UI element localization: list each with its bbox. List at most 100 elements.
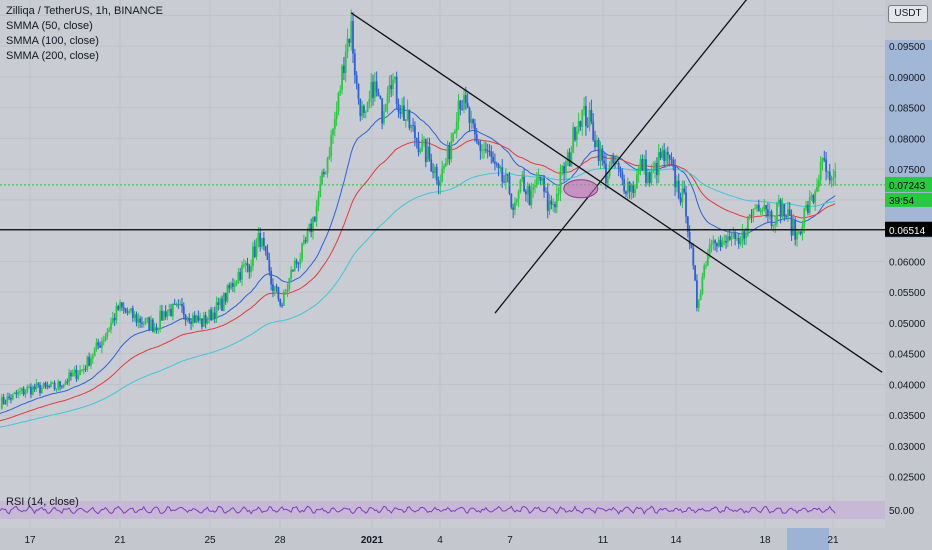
candle-body — [153, 327, 156, 332]
legend-smma-200[interactable]: SMMA (200, close) — [6, 50, 99, 62]
candle-body — [475, 134, 478, 142]
support-level-label: 0.06514 — [889, 226, 926, 237]
candle-body — [364, 111, 367, 113]
candle-body — [665, 151, 667, 161]
candle-body — [706, 255, 709, 266]
candle-body — [215, 302, 218, 319]
candle-body — [464, 95, 467, 104]
candle-body — [373, 81, 376, 98]
rsi-value-label: 50.00 — [889, 506, 914, 517]
candle-body — [446, 146, 449, 164]
candle-body — [626, 181, 629, 194]
candle-body — [716, 243, 718, 247]
legend-smma-50[interactable]: SMMA (50, close) — [6, 20, 93, 32]
trendlines[interactable] — [350, 0, 883, 373]
candle-body — [173, 303, 176, 305]
candle-body — [470, 119, 473, 124]
candle-body — [463, 95, 465, 110]
candle-body — [628, 181, 631, 192]
candle-body — [612, 156, 615, 163]
candle-body — [22, 388, 25, 395]
candle-body — [750, 214, 753, 216]
candle-body — [252, 246, 254, 267]
candle-body — [805, 204, 808, 209]
candle-body — [646, 172, 649, 183]
candle-body — [723, 241, 726, 243]
candle-body — [86, 356, 89, 370]
candle-body — [585, 106, 587, 126]
candle-body — [783, 204, 786, 217]
candle-body — [290, 270, 293, 279]
rsi-legend[interactable]: RSI (14, close) — [6, 496, 79, 508]
candle-body — [790, 215, 793, 236]
price-tick-label: 0.05500 — [889, 288, 926, 299]
candle-body — [488, 151, 491, 153]
candle-body — [606, 176, 609, 184]
candle-body — [659, 152, 662, 158]
candle-body — [712, 240, 715, 244]
candle-body — [133, 314, 136, 318]
candle-body — [279, 298, 282, 306]
candle-body — [421, 140, 424, 152]
candle-body — [186, 317, 189, 321]
candle-body — [184, 314, 187, 321]
chart-title[interactable]: Zilliqa / TetherUS, 1h, BINANCE — [6, 5, 163, 17]
candle-body — [501, 167, 504, 182]
rsi-polyline — [0, 505, 836, 515]
candle-body — [428, 146, 431, 160]
candle-body — [763, 205, 766, 210]
candle-body — [812, 195, 815, 203]
candle-body — [410, 124, 413, 129]
candle-body — [474, 123, 476, 135]
candle-body — [30, 386, 32, 395]
candle-body — [603, 160, 606, 164]
currency-unit-button[interactable]: USDT — [888, 5, 928, 23]
candle-body — [250, 266, 253, 273]
candle-body — [495, 163, 498, 165]
candle-body — [255, 241, 258, 257]
candle-body — [526, 185, 529, 195]
candle-body — [586, 125, 589, 127]
candle-body — [17, 391, 20, 395]
candle-body — [324, 173, 327, 175]
candle-body — [242, 265, 245, 267]
candle-body — [368, 98, 371, 103]
candle-body — [363, 105, 365, 113]
candle-body — [124, 308, 127, 312]
chart-legend: Zilliqa / TetherUS, 1h, BINANCE SMMA (50… — [6, 4, 163, 64]
candle-body — [121, 302, 123, 308]
candle-body — [721, 242, 724, 247]
price-tick-label: 0.09500 — [889, 42, 926, 53]
candle-body — [8, 396, 10, 398]
candle-body — [506, 174, 509, 176]
candle-body — [510, 193, 513, 208]
candle-body — [546, 191, 549, 211]
candle-body — [195, 315, 198, 323]
time-tick-label: 2021 — [361, 535, 384, 546]
candle-body — [679, 197, 682, 203]
candle-body — [350, 21, 353, 43]
candle-body — [686, 216, 689, 232]
candle-body — [130, 308, 132, 312]
candle-body — [430, 159, 433, 172]
candle-body — [725, 241, 727, 243]
candle-body — [304, 240, 307, 242]
legend-smma-100[interactable]: SMMA (100, close) — [6, 35, 99, 47]
candle-body — [797, 231, 800, 233]
candle-body — [282, 292, 285, 306]
candle-body — [313, 216, 316, 222]
candle-body — [443, 165, 445, 169]
candle-body — [619, 168, 622, 173]
candle-body — [159, 310, 162, 328]
candle-body — [579, 121, 582, 127]
candle-body — [683, 188, 686, 193]
candle-body — [246, 263, 249, 266]
candle-body — [295, 260, 298, 264]
candle-body — [816, 186, 818, 192]
candle-body — [632, 184, 635, 194]
candle-body — [643, 159, 646, 171]
candle-body — [701, 276, 704, 294]
candle-body — [46, 385, 49, 387]
candle-body — [111, 317, 114, 323]
